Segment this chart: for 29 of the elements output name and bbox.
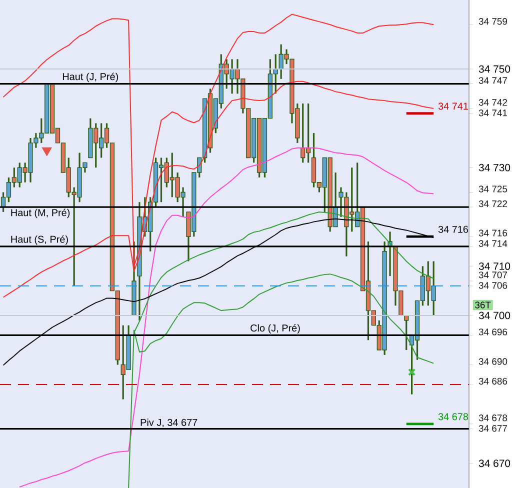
series-label: 34 678: [438, 413, 468, 420]
y-tick-label: 34 710: [478, 262, 510, 270]
series-label: 34 716: [438, 226, 468, 233]
ref-line-label: Haut (M, Pré): [11, 208, 70, 218]
y2-tick-label: 34 742: [478, 99, 507, 106]
y-tick-label: 34 750: [478, 65, 510, 73]
y-tick-label: 34 700: [478, 312, 510, 320]
series-label: 34 741: [438, 102, 468, 110]
y2-tick-label: 34 678: [478, 414, 508, 422]
ref-line-label: Haut (S, Pré): [11, 235, 68, 245]
y-tick-label: 34 730: [478, 164, 510, 172]
y2-tick-label: 34 741: [478, 110, 507, 116]
ref-line-label: Haut (J, Pré): [62, 72, 118, 82]
y2-tick-label: 34 759: [478, 18, 508, 25]
y2-tick-label: 34 696: [478, 328, 508, 336]
ref-line-label: Clo (J, Pré): [250, 324, 300, 334]
y2-tick-label: 34 706: [478, 282, 508, 289]
y2-tick-label: 34 716: [478, 230, 508, 236]
ref-line-label: Piv J, 34 677: [140, 418, 198, 428]
y2-tick-label: 34 714: [478, 240, 508, 247]
y2-tick-label: 34 677: [478, 425, 507, 432]
text: 36T: [475, 302, 491, 308]
y2-tick-label: 34 686: [478, 378, 508, 385]
y2-tick-label: 34 690: [478, 358, 508, 365]
y-tick-label: 34 670: [478, 460, 510, 468]
y2-tick-label: 34 707: [478, 272, 507, 278]
y2-tick-label: 34 725: [478, 186, 508, 192]
y2-tick-label: 34 722: [478, 200, 507, 208]
y2-tick-label: 34 747: [478, 77, 507, 84]
